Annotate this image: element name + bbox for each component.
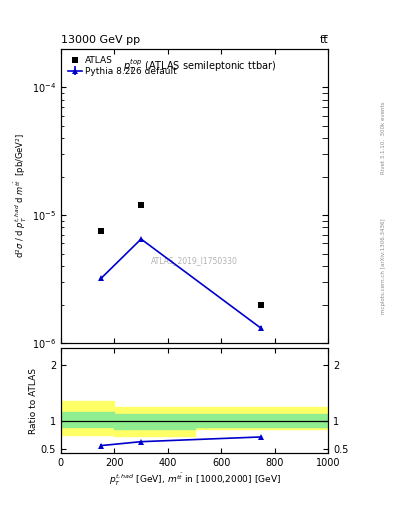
ATLAS [139, 202, 143, 208]
Text: mcplots.cern.ch [arXiv:1306.3436]: mcplots.cern.ch [arXiv:1306.3436] [381, 219, 386, 314]
Text: ATLAS_2019_I1750330: ATLAS_2019_I1750330 [151, 256, 238, 265]
Text: tt̅: tt̅ [320, 35, 328, 45]
Text: Rivet 3.1.10,  300k events: Rivet 3.1.10, 300k events [381, 102, 386, 175]
Line: ATLAS: ATLAS [97, 202, 265, 308]
Y-axis label: Ratio to ATLAS: Ratio to ATLAS [29, 368, 38, 434]
Y-axis label: d$^2\sigma$ / d $p_T^{t,had}$ d $m^{t\bar{t}}$  [pb/GeV$^2$]: d$^2\sigma$ / d $p_T^{t,had}$ d $m^{t\ba… [13, 133, 29, 259]
X-axis label: $p_T^{t,had}$ [GeV], $m^{t\bar{t}}$ in [1000,2000] [GeV]: $p_T^{t,had}$ [GeV], $m^{t\bar{t}}$ in [… [108, 472, 281, 488]
ATLAS [259, 302, 264, 308]
Legend: ATLAS, Pythia 8.226 default: ATLAS, Pythia 8.226 default [65, 53, 180, 78]
ATLAS [99, 228, 103, 234]
Text: 13000 GeV pp: 13000 GeV pp [61, 35, 140, 45]
Text: $p_T^{top}$ (ATLAS semileptonic ttbar): $p_T^{top}$ (ATLAS semileptonic ttbar) [123, 57, 276, 75]
